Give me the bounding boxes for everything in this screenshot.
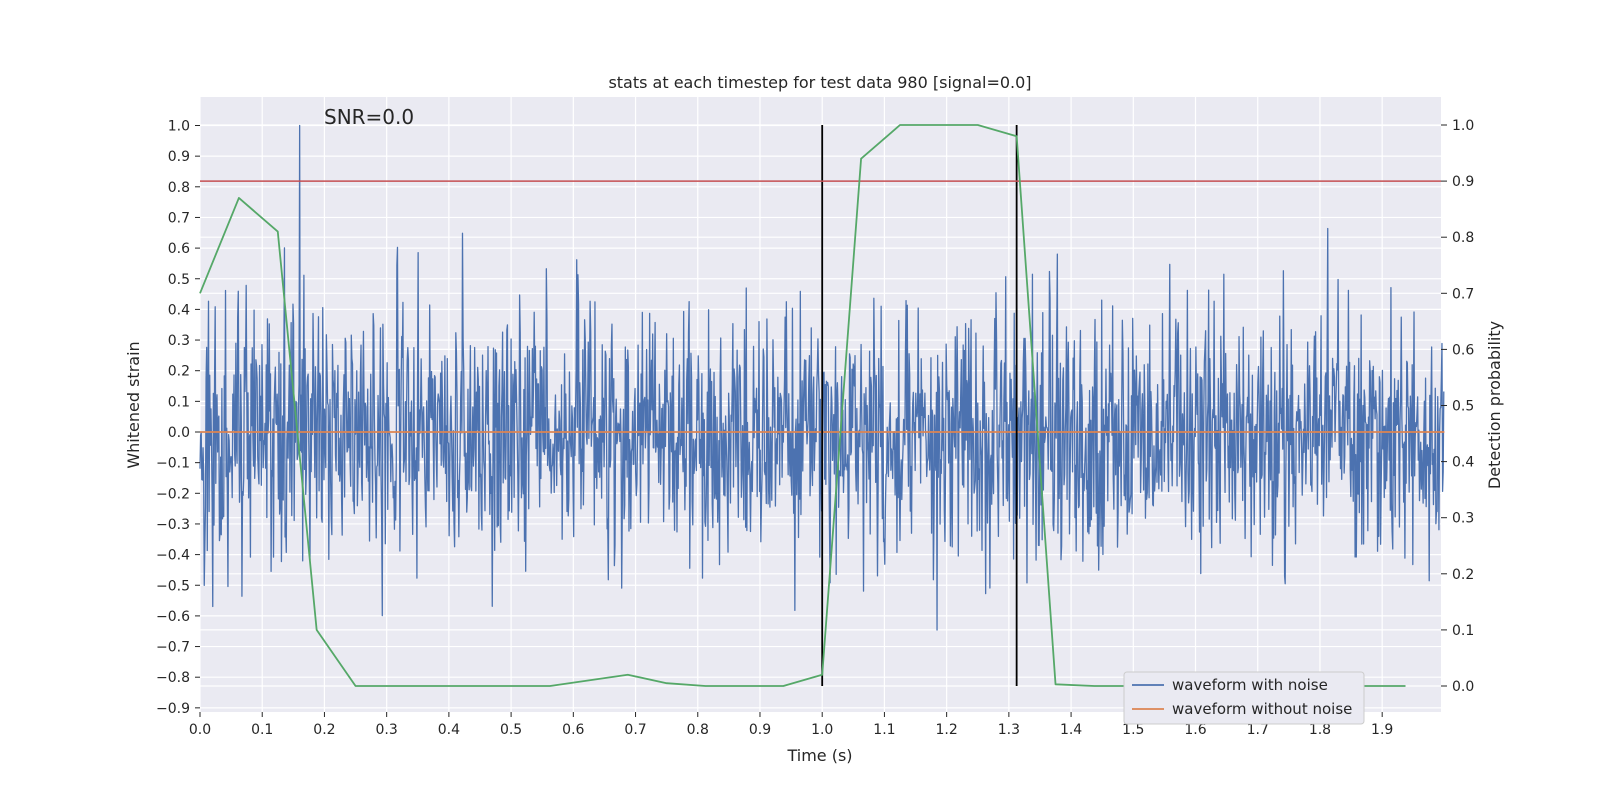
x-tick-label: 1.0 (811, 722, 833, 738)
x-axis-ticks: 0.0 0.1 0.2 0.3 0.4 0.5 0.6 0.7 0.8 0.9 1.0 1.1 1.2 1… (189, 712, 1393, 738)
x-tick-label: 1.2 (936, 722, 958, 738)
y-tick-label: 0.8 (168, 180, 190, 196)
x-tick-label: 0.1 (251, 722, 273, 738)
y2-tick-label: 0.1 (1452, 623, 1474, 639)
x-tick-label: 1.8 (1309, 722, 1331, 738)
x-tick-label: 0.0 (189, 722, 211, 738)
x-tick-label: 0.9 (749, 722, 771, 738)
y2-tick-label: 0.5 (1452, 399, 1474, 415)
snr-annotation: SNR=0.0 (324, 105, 414, 129)
y2-tick-label: 0.6 (1452, 342, 1474, 358)
y2-tick-label: 0.4 (1452, 455, 1474, 471)
y2-tick-label: 0.0 (1452, 679, 1474, 695)
x-tick-label: 0.2 (313, 722, 335, 738)
y-tick-label: 0.1 (168, 394, 190, 410)
y-tick-label: −0.5 (156, 578, 190, 594)
x-tick-label: 0.7 (624, 722, 646, 738)
y-tick-label: −0.9 (156, 701, 190, 717)
y-tick-label: 0.7 (168, 210, 190, 226)
y-tick-label: −0.1 (156, 456, 190, 472)
x-tick-label: 1.9 (1371, 722, 1393, 738)
x-tick-label: 0.5 (500, 722, 522, 738)
y2-tick-label: 0.2 (1452, 567, 1474, 583)
y-tick-label: 0.6 (168, 241, 190, 257)
x-tick-label: 1.1 (873, 722, 895, 738)
y2-axis-label: Detection probability (1485, 321, 1504, 489)
x-tick-label: 0.8 (687, 722, 709, 738)
y2-tick-label: 0.3 (1452, 511, 1474, 527)
y-tick-label: 0.3 (168, 333, 190, 349)
y-tick-label: 0.9 (168, 149, 190, 165)
y2-tick-label: 0.9 (1452, 174, 1474, 190)
y-tick-label: 1.0 (168, 119, 190, 135)
chart-title: stats at each timestep for test data 980… (608, 73, 1031, 92)
x-axis-label: Time (s) (786, 746, 852, 765)
legend: waveform with noise waveform without noi… (1123, 671, 1365, 725)
y-tick-label: −0.3 (156, 517, 190, 533)
y-tick-label: 0.0 (168, 425, 190, 441)
y-tick-label: −0.7 (156, 640, 190, 656)
legend-label-noise: waveform with noise (1172, 676, 1328, 694)
y-tick-label: −0.4 (156, 548, 190, 564)
y-tick-label: 0.5 (168, 272, 190, 288)
y2-tick-label: 0.8 (1452, 230, 1474, 246)
y-tick-label: 0.2 (168, 364, 190, 380)
x-tick-label: 0.3 (376, 722, 398, 738)
y-tick-label: −0.2 (156, 486, 190, 502)
y2-tick-label: 1.0 (1452, 118, 1474, 134)
x-tick-label: 1.6 (1184, 722, 1206, 738)
y2-axis-ticks: 1.0 0.9 0.8 0.7 0.6 0.5 0.4 0.3 0.2 0.1 0.0 (1441, 118, 1474, 695)
x-tick-label: 1.4 (1060, 722, 1082, 738)
x-tick-label: 0.4 (438, 722, 460, 738)
y-axis-label: Whitened strain (124, 341, 143, 468)
legend-label-clean: waveform without noise (1172, 700, 1352, 718)
y-tick-label: −0.8 (156, 670, 190, 686)
y-tick-label: 0.4 (168, 302, 190, 318)
x-tick-label: 0.6 (562, 722, 584, 738)
y2-tick-label: 0.7 (1452, 286, 1474, 302)
legend-box (1123, 671, 1365, 725)
y-tick-label: −0.6 (156, 609, 190, 625)
y-axis-ticks: 1.0 0.9 0.8 0.7 0.6 0.5 0.4 0.3 0.2 0.1 0.0 −0.1 −0.… (156, 119, 200, 717)
x-tick-label: 1.5 (1122, 722, 1144, 738)
x-tick-label: 1.7 (1247, 722, 1269, 738)
x-tick-label: 1.3 (998, 722, 1020, 738)
event-markers (821, 125, 1018, 686)
